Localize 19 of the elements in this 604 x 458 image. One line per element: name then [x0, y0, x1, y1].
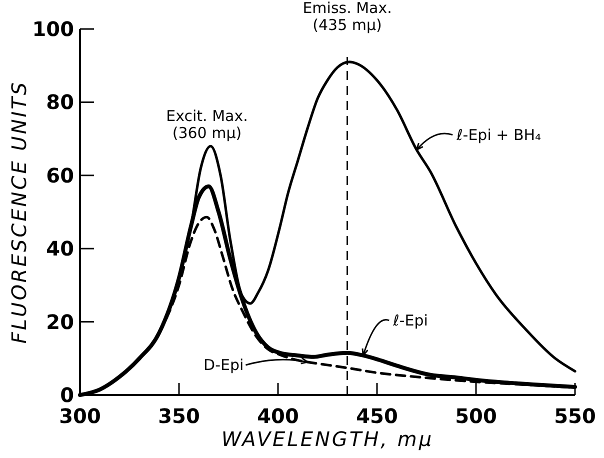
y-tick-label: 100: [32, 17, 74, 41]
y-axis-title: FLUORESCENCE UNITS: [7, 80, 31, 344]
x-tick-label: 300: [59, 404, 101, 428]
x-tick-label: 400: [257, 404, 299, 428]
x-tick-label: 550: [554, 404, 596, 428]
annotation: Excit. Max. (360 mμ): [166, 107, 248, 142]
x-axis-title: WAVELENGTH, mμ: [221, 427, 434, 451]
y-tick-label: 60: [46, 163, 74, 188]
legend-label: ℓ-Epi + BH₄: [456, 126, 542, 144]
x-tick-label: 500: [455, 404, 497, 428]
y-tick-label: 80: [46, 90, 74, 114]
y-tick-label: 20: [46, 310, 74, 334]
x-tick-label: 450: [356, 404, 398, 428]
text: ℓ-Epi: [392, 311, 428, 330]
y-tick-label: 0: [60, 383, 74, 407]
ref-line-label: Emiss. Max. (435 mμ): [302, 0, 392, 34]
series-label: D-Epi: [204, 356, 244, 374]
y-tick-label: 40: [46, 236, 74, 261]
x-tick-label: 350: [158, 404, 200, 428]
